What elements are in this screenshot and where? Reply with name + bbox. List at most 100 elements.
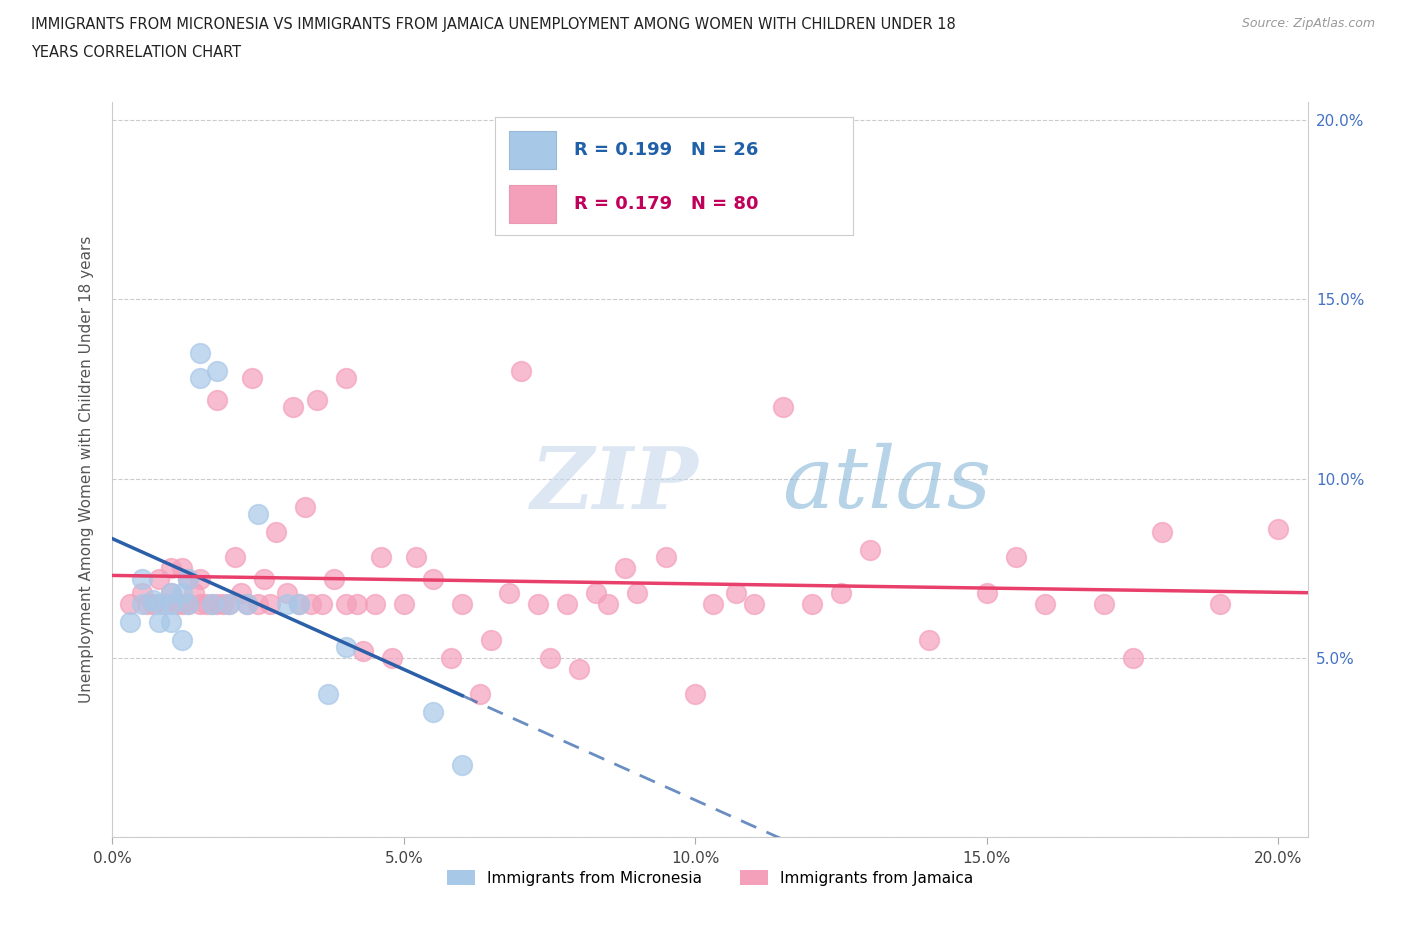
Point: [188, 597, 211, 612]
Point: [159, 597, 181, 612]
Point: [381, 650, 404, 665]
Point: [142, 597, 165, 612]
Point: [1122, 650, 1144, 665]
Point: [172, 632, 194, 647]
Point: [148, 615, 170, 630]
Point: [346, 597, 368, 612]
Point: [323, 572, 346, 587]
Point: [188, 572, 211, 587]
Point: [568, 661, 591, 676]
Point: [212, 597, 235, 612]
Point: [772, 400, 794, 415]
Point: [242, 371, 264, 386]
Point: [142, 593, 165, 608]
Point: [247, 507, 270, 522]
Point: [702, 597, 724, 612]
Point: [1150, 525, 1173, 539]
Point: [229, 586, 252, 601]
Text: YEARS CORRELATION CHART: YEARS CORRELATION CHART: [31, 45, 240, 60]
Point: [917, 632, 939, 647]
Point: [294, 499, 316, 514]
Point: [481, 632, 503, 647]
Point: [264, 525, 287, 539]
Point: [509, 364, 531, 379]
Point: [247, 597, 270, 612]
Point: [177, 572, 200, 587]
Point: [859, 543, 882, 558]
Point: [1033, 597, 1056, 612]
Point: [177, 597, 200, 612]
Text: IMMIGRANTS FROM MICRONESIA VS IMMIGRANTS FROM JAMAICA UNEMPLOYMENT AMONG WOMEN W: IMMIGRANTS FROM MICRONESIA VS IMMIGRANTS…: [31, 17, 956, 32]
Point: [224, 550, 246, 565]
Point: [422, 704, 444, 719]
Point: [253, 572, 276, 587]
Point: [159, 615, 181, 630]
Point: [976, 586, 998, 601]
Point: [352, 644, 374, 658]
Point: [498, 586, 520, 601]
Point: [299, 597, 322, 612]
Point: [614, 561, 637, 576]
Point: [1267, 522, 1289, 537]
Point: [538, 650, 561, 665]
Point: [177, 597, 200, 612]
Point: [288, 597, 311, 612]
Point: [131, 597, 153, 612]
Point: [685, 686, 707, 701]
Point: [118, 597, 141, 612]
Point: [183, 586, 205, 601]
Point: [218, 597, 240, 612]
Point: [527, 597, 550, 612]
Point: [200, 597, 222, 612]
Point: [830, 586, 852, 601]
Point: [335, 597, 357, 612]
Point: [276, 597, 298, 612]
Point: [468, 686, 491, 701]
Point: [148, 597, 170, 612]
Point: [200, 597, 222, 612]
Point: [311, 597, 333, 612]
Point: [316, 686, 339, 701]
Point: [1092, 597, 1115, 612]
Point: [153, 597, 176, 612]
Point: [259, 597, 281, 612]
Point: [596, 597, 619, 612]
Point: [801, 597, 824, 612]
Point: [305, 392, 328, 407]
Point: [405, 550, 427, 565]
Point: [1209, 597, 1232, 612]
Point: [555, 597, 578, 612]
Point: [335, 640, 357, 655]
Point: [172, 586, 194, 601]
Point: [177, 572, 200, 587]
Point: [218, 597, 240, 612]
Point: [655, 550, 678, 565]
Point: [439, 650, 461, 665]
Point: [742, 597, 765, 612]
Point: [159, 586, 181, 601]
Point: [422, 572, 444, 587]
Point: [172, 561, 194, 576]
Point: [159, 586, 181, 601]
Text: atlas: atlas: [782, 443, 991, 525]
Point: [188, 346, 211, 361]
Point: [283, 400, 305, 415]
Text: Source: ZipAtlas.com: Source: ZipAtlas.com: [1241, 17, 1375, 30]
Point: [131, 572, 153, 587]
Point: [1005, 550, 1028, 565]
Point: [148, 572, 170, 587]
Point: [188, 371, 211, 386]
Legend: Immigrants from Micronesia, Immigrants from Jamaica: Immigrants from Micronesia, Immigrants f…: [441, 864, 979, 892]
Point: [166, 597, 188, 612]
Point: [725, 586, 748, 601]
Text: ZIP: ZIP: [531, 443, 699, 526]
Y-axis label: Unemployment Among Women with Children Under 18 years: Unemployment Among Women with Children U…: [79, 236, 94, 703]
Point: [585, 586, 607, 601]
Point: [235, 597, 257, 612]
Point: [131, 586, 153, 601]
Point: [451, 758, 474, 773]
Point: [364, 597, 387, 612]
Point: [370, 550, 392, 565]
Point: [276, 586, 298, 601]
Point: [159, 561, 181, 576]
